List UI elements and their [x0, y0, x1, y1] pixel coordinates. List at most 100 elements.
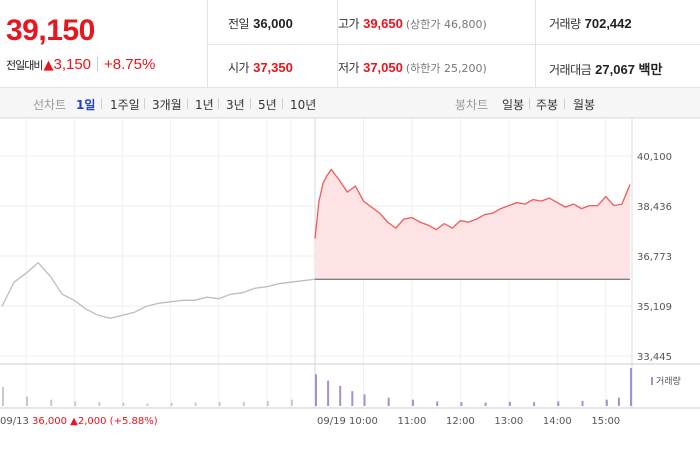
volume-bar — [50, 399, 53, 406]
change-percent: +8.75% — [104, 56, 156, 73]
volume-bar — [605, 399, 608, 406]
divider — [208, 44, 700, 45]
volume-bar — [74, 401, 77, 406]
volume-bar — [122, 402, 125, 406]
line-chart-label: 선차트 — [33, 98, 67, 112]
prev-day-price: 36,000 — [32, 416, 70, 427]
tab-divider — [218, 98, 219, 109]
amount-value: 27,067 백만 — [595, 62, 663, 77]
prev-close-cell: 전일 36,000 — [228, 15, 293, 32]
amount-cell: 거래대금 27,067 백만 — [549, 59, 662, 78]
up-triangle-icon: ▲ — [43, 58, 54, 73]
open-value: 37,350 — [253, 60, 293, 75]
volume-bar — [484, 402, 487, 406]
today-price-area — [315, 169, 630, 280]
volume-bar — [351, 391, 354, 406]
x-tick-label: 11:00 — [398, 416, 427, 427]
volume-legend-swatch — [651, 377, 653, 385]
chart-tabs: 선차트 1일 1주일 3개월 1년 3년 5년 10년 봉차트 일봉 주봉 월봉 — [0, 88, 700, 118]
volume-bar — [98, 402, 101, 406]
change-value: 3,150 — [53, 56, 92, 73]
high-cell: 고가 39,650 (상한가 46,800) — [338, 15, 487, 32]
prev-day-change: ▲2,000 — [70, 416, 110, 427]
divider — [97, 57, 99, 71]
y-tick-label: 36,773 — [637, 252, 672, 263]
prev-close-value: 36,000 — [253, 16, 293, 31]
tab-10year[interactable]: 10년 — [290, 98, 317, 112]
volume-bar — [460, 402, 463, 406]
volume-bar — [557, 401, 560, 406]
volume-bar — [194, 402, 197, 406]
prev-close-label: 전일 — [228, 17, 250, 31]
open-cell: 시가 37,350 — [228, 59, 293, 76]
y-tick-label: 33,445 — [637, 352, 672, 363]
volume-bar — [617, 397, 620, 406]
low-cell: 저가 37,050 (하한가 25,200) — [338, 59, 487, 76]
x-tick-label: 14:00 — [543, 416, 572, 427]
volume-bar — [170, 403, 173, 406]
price-summary: 39,150 전일대비▲3,150 +8.75% 전일 36,000 고가 39,65… — [0, 0, 700, 88]
volume-legend-label: 거래량 — [656, 375, 681, 387]
tab-divider — [282, 98, 283, 109]
tab-daily-candle[interactable]: 일봉 — [502, 98, 525, 112]
y-tick-label: 40,100 — [637, 152, 672, 163]
candle-chart-label: 봉차트 — [455, 98, 489, 112]
open-label: 시가 — [228, 61, 250, 75]
tab-1day[interactable]: 1일 — [76, 98, 96, 112]
volume-bar — [315, 374, 317, 406]
current-price-box: 39,150 전일대비▲3,150 +8.75% — [0, 0, 208, 88]
chart-area: 40,100 38,436 36,773 35,109 33,445 거래량 09/13 3… — [0, 117, 700, 450]
tab-3year[interactable]: 3년 — [226, 98, 245, 112]
volume-value: 702,442 — [584, 16, 632, 31]
tab-divider — [144, 98, 145, 109]
y-tick-label: 38,436 — [637, 202, 672, 213]
tab-1year[interactable]: 1년 — [195, 98, 214, 112]
volume-bar — [387, 397, 390, 406]
tab-monthly-candle[interactable]: 월봉 — [573, 98, 596, 112]
today-price-line — [314, 168, 631, 239]
tab-1week[interactable]: 1주일 — [110, 98, 140, 112]
tab-3month[interactable]: 3개월 — [152, 98, 182, 112]
volume-bar — [630, 368, 632, 406]
volume-bar — [411, 399, 414, 406]
change-row: 전일대비▲3,150 +8.75% — [6, 54, 155, 73]
change-label: 전일대비 — [6, 59, 43, 72]
y-tick-label: 35,109 — [637, 302, 672, 313]
volume-bar — [508, 401, 511, 406]
price-chart: 40,100 38,436 36,773 35,109 33,445 거래량 09/13 3… — [0, 117, 700, 427]
volume-bar — [290, 399, 293, 406]
prev-day-pct: (+5.88%) — [110, 416, 158, 427]
volume-bar — [2, 387, 4, 406]
tab-divider — [187, 98, 188, 109]
x-tick-label: 09/13 36,000 ▲2,000 (+5.88%) — [0, 416, 158, 427]
volume-bar — [581, 400, 584, 406]
tab-divider — [250, 98, 251, 109]
volume-bar — [436, 401, 439, 406]
volume-bar — [218, 402, 221, 406]
tab-5year[interactable]: 5년 — [258, 98, 277, 112]
volume-label: 거래량 — [549, 17, 581, 31]
high-value: 39,650 — [363, 16, 403, 31]
volume-cell: 거래량 702,442 — [549, 15, 632, 32]
prev-day-price-line — [1, 261, 316, 319]
tab-divider — [101, 98, 102, 109]
volume-bar — [327, 380, 330, 406]
upper-limit: (상한가 46,800) — [405, 18, 487, 31]
volume-bar — [266, 400, 269, 406]
low-label: 저가 — [338, 61, 360, 75]
volume-bar — [26, 396, 29, 406]
x-tick-label: 09/19 — [317, 416, 346, 427]
volume-bar — [363, 394, 366, 406]
volume-bar — [242, 401, 245, 406]
high-label: 고가 — [338, 17, 360, 31]
x-tick-label: 12:00 — [446, 416, 475, 427]
x-tick-label: 10:00 — [349, 416, 378, 427]
lower-limit: (하한가 25,200) — [405, 62, 487, 75]
volume-bar — [339, 385, 342, 406]
tab-divider — [529, 98, 530, 109]
amount-label: 거래대금 — [549, 63, 592, 77]
volume-bar — [533, 402, 536, 406]
tab-weekly-candle[interactable]: 주봉 — [536, 98, 559, 112]
current-price: 39,150 — [6, 14, 95, 47]
low-value: 37,050 — [363, 60, 403, 75]
